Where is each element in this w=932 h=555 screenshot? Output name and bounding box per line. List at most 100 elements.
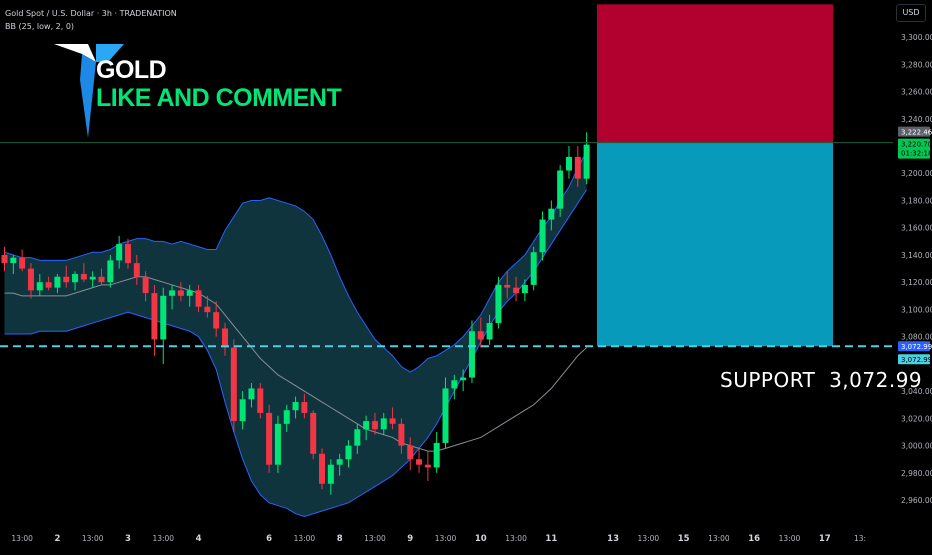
candle[interactable]	[133, 254, 140, 285]
candle[interactable]	[257, 382, 264, 419]
candle[interactable]	[266, 404, 273, 473]
candle[interactable]	[354, 423, 361, 454]
indicator-legend[interactable]: BB (25, low, 2, 0)	[5, 22, 75, 31]
candle[interactable]	[407, 437, 414, 471]
take-profit-zone[interactable]	[597, 142, 833, 347]
current-price-tag-text: 3,220.70	[901, 141, 932, 149]
candle-body	[486, 323, 493, 340]
candle[interactable]	[186, 284, 193, 307]
candle[interactable]	[371, 412, 378, 435]
candle[interactable]	[424, 451, 431, 482]
candle-body	[363, 421, 370, 430]
candle-body	[460, 377, 467, 381]
candle-body	[442, 388, 449, 443]
candle[interactable]	[222, 323, 228, 356]
candle[interactable]	[98, 268, 105, 285]
candle[interactable]	[451, 374, 458, 400]
candle[interactable]	[19, 249, 26, 272]
candle-body	[451, 380, 458, 389]
candle-body	[319, 453, 326, 484]
candle[interactable]	[301, 393, 308, 419]
candle[interactable]	[107, 254, 114, 288]
candle-body	[151, 293, 158, 340]
candle[interactable]	[239, 391, 246, 430]
candle[interactable]	[80, 263, 87, 283]
candle-body	[169, 290, 176, 296]
candle[interactable]	[230, 339, 237, 433]
candle[interactable]	[45, 276, 52, 291]
x-tick-label: 6	[266, 534, 272, 544]
candle-body	[124, 244, 131, 264]
candle[interactable]	[327, 459, 334, 495]
candle[interactable]	[565, 146, 572, 179]
candle[interactable]	[27, 263, 34, 299]
candle[interactable]	[363, 415, 370, 441]
y-tick-label: 3,140.00	[901, 251, 932, 260]
x-tick-label: 8	[337, 534, 343, 544]
candle[interactable]	[195, 284, 202, 313]
candle[interactable]	[460, 369, 467, 392]
candle[interactable]	[283, 404, 290, 433]
candle[interactable]	[124, 238, 131, 269]
candle[interactable]	[63, 265, 70, 288]
candle[interactable]	[204, 295, 211, 318]
candle[interactable]	[10, 254, 17, 275]
candle[interactable]	[36, 274, 43, 296]
candle[interactable]	[504, 271, 511, 299]
candle[interactable]	[54, 274, 61, 294]
candle[interactable]	[292, 396, 299, 419]
candle[interactable]	[345, 440, 352, 468]
candle[interactable]	[521, 279, 528, 302]
bollinger-upper-line[interactable]	[4, 151, 588, 373]
candle[interactable]	[433, 432, 440, 473]
prev-price-tag[interactable]: 3,222.46	[898, 126, 932, 137]
candle[interactable]	[583, 132, 590, 185]
candle[interactable]	[486, 314, 493, 345]
brand-cta: LIKE AND COMMENT	[96, 84, 342, 112]
candle[interactable]	[177, 282, 184, 302]
candle[interactable]	[116, 235, 123, 269]
candle[interactable]	[336, 453, 343, 476]
candle[interactable]	[548, 200, 555, 231]
stop-loss-zone[interactable]	[597, 4, 833, 143]
candle[interactable]	[477, 317, 484, 348]
candle[interactable]	[495, 276, 502, 329]
support-axis-tag-upper[interactable]: 3,072.99	[898, 341, 932, 352]
candle[interactable]	[398, 418, 405, 454]
candle[interactable]	[89, 271, 96, 288]
candle[interactable]	[539, 211, 546, 261]
candle[interactable]	[442, 377, 449, 449]
candle[interactable]	[468, 320, 475, 383]
candle[interactable]	[169, 284, 176, 310]
x-tick-label: 16	[748, 534, 760, 544]
candle[interactable]	[310, 410, 317, 460]
candle-body	[10, 257, 17, 264]
candle[interactable]	[389, 407, 396, 430]
y-tick-label: 2,960.00	[901, 496, 932, 505]
candle[interactable]	[513, 276, 520, 302]
candle[interactable]	[557, 165, 564, 217]
candle[interactable]	[248, 382, 255, 408]
chart-symbol-header[interactable]: Gold Spot / U.S. Dollar · 3h · TRADENATI…	[5, 9, 177, 18]
support-price-text: 3,072.99	[829, 368, 923, 392]
candle[interactable]	[380, 412, 387, 435]
candle[interactable]	[72, 271, 79, 291]
support-axis-tag[interactable]: 3,072.99	[898, 354, 932, 365]
candle[interactable]	[274, 415, 281, 473]
currency-selector[interactable]: USD	[896, 4, 926, 22]
candle[interactable]	[1, 246, 8, 272]
candle[interactable]	[416, 448, 423, 473]
candle-body	[539, 219, 546, 253]
x-tick-label: 3	[125, 534, 131, 544]
candle[interactable]	[160, 287, 167, 364]
candle[interactable]	[213, 301, 220, 337]
candle[interactable]	[151, 284, 158, 356]
candle[interactable]	[530, 246, 537, 291]
candle-body	[160, 295, 167, 340]
candle[interactable]	[319, 448, 326, 490]
candle[interactable]	[142, 271, 149, 302]
candle[interactable]	[574, 146, 581, 187]
